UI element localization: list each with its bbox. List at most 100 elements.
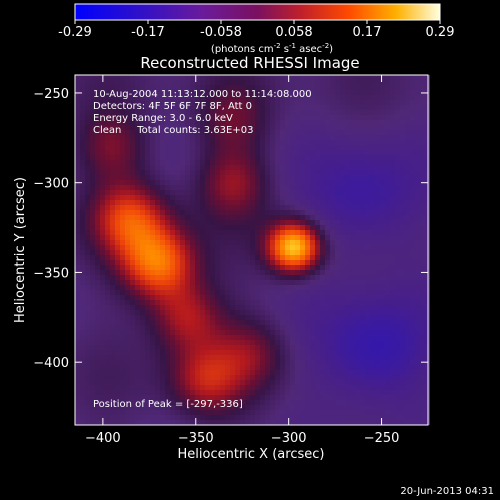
heatmap-cell bbox=[285, 405, 290, 410]
heatmap-cell bbox=[265, 280, 270, 285]
heatmap-cell bbox=[95, 195, 100, 200]
heatmap-cell bbox=[355, 275, 360, 280]
heatmap-cell bbox=[245, 270, 250, 275]
heatmap-cell bbox=[110, 260, 115, 265]
heatmap-cell bbox=[240, 90, 245, 95]
heatmap-cell bbox=[355, 420, 360, 425]
heatmap-cell bbox=[360, 155, 365, 160]
heatmap-cell bbox=[310, 190, 315, 195]
heatmap-cell bbox=[295, 300, 300, 305]
heatmap-cell bbox=[110, 270, 115, 275]
heatmap-cell bbox=[205, 310, 210, 315]
heatmap-cell bbox=[365, 150, 370, 155]
heatmap-cell bbox=[200, 185, 205, 190]
heatmap-cell bbox=[420, 170, 425, 175]
heatmap-cell bbox=[225, 280, 230, 285]
heatmap-cell bbox=[305, 260, 310, 265]
heatmap-cell bbox=[300, 400, 305, 405]
heatmap-cell bbox=[125, 145, 130, 150]
heatmap-cell bbox=[370, 80, 375, 85]
heatmap-cell bbox=[365, 175, 370, 180]
heatmap-cell bbox=[255, 390, 260, 395]
heatmap-cell bbox=[335, 395, 340, 400]
heatmap-cell bbox=[105, 175, 110, 180]
heatmap-cell bbox=[320, 250, 325, 255]
heatmap-cell bbox=[205, 270, 210, 275]
heatmap-cell bbox=[375, 150, 380, 155]
heatmap-cell bbox=[145, 95, 150, 100]
heatmap-cell bbox=[395, 90, 400, 95]
heatmap-cell bbox=[295, 325, 300, 330]
heatmap-cell bbox=[240, 355, 245, 360]
heatmap-cell bbox=[250, 145, 255, 150]
heatmap-cell bbox=[210, 355, 215, 360]
heatmap-cell bbox=[95, 115, 100, 120]
heatmap-cell bbox=[145, 235, 150, 240]
heatmap-cell bbox=[280, 85, 285, 90]
heatmap-cell bbox=[205, 415, 210, 420]
heatmap-cell bbox=[220, 375, 225, 380]
heatmap-cell bbox=[85, 115, 90, 120]
heatmap-cell bbox=[140, 370, 145, 375]
heatmap-cell bbox=[130, 270, 135, 275]
heatmap-cell bbox=[340, 90, 345, 95]
heatmap-cell bbox=[145, 145, 150, 150]
heatmap-cell bbox=[420, 165, 425, 170]
heatmap-cell bbox=[125, 80, 130, 85]
heatmap-cell bbox=[305, 255, 310, 260]
heatmap-cell bbox=[400, 195, 405, 200]
heatmap-cell bbox=[250, 150, 255, 155]
heatmap-cell bbox=[200, 165, 205, 170]
heatmap-cell bbox=[220, 220, 225, 225]
heatmap-cell bbox=[200, 135, 205, 140]
heatmap-cell bbox=[165, 110, 170, 115]
heatmap-cell bbox=[150, 130, 155, 135]
heatmap-cell bbox=[410, 350, 415, 355]
heatmap-cell bbox=[380, 365, 385, 370]
heatmap-cell bbox=[340, 125, 345, 130]
heatmap-cell bbox=[125, 250, 130, 255]
heatmap-cell bbox=[360, 240, 365, 245]
heatmap-cell bbox=[240, 110, 245, 115]
heatmap-cell bbox=[80, 210, 85, 215]
heatmap-cell bbox=[90, 230, 95, 235]
heatmap-cell bbox=[370, 105, 375, 110]
heatmap-cell bbox=[200, 220, 205, 225]
heatmap-cell bbox=[225, 95, 230, 100]
heatmap-cell bbox=[175, 130, 180, 135]
heatmap-cell bbox=[185, 420, 190, 425]
heatmap-cell bbox=[400, 320, 405, 325]
heatmap-cell bbox=[240, 285, 245, 290]
heatmap-cell bbox=[380, 160, 385, 165]
heatmap-cell bbox=[140, 260, 145, 265]
heatmap-cell bbox=[195, 245, 200, 250]
heatmap-cell bbox=[390, 295, 395, 300]
heatmap-cell bbox=[400, 350, 405, 355]
heatmap-cell bbox=[175, 310, 180, 315]
heatmap-cell bbox=[130, 400, 135, 405]
heatmap-cell bbox=[405, 245, 410, 250]
heatmap-cell bbox=[310, 150, 315, 155]
heatmap-cell bbox=[370, 140, 375, 145]
heatmap-cell bbox=[305, 155, 310, 160]
heatmap-cell bbox=[355, 145, 360, 150]
heatmap-cell bbox=[375, 215, 380, 220]
heatmap-cell bbox=[75, 260, 80, 265]
heatmap-cell bbox=[200, 370, 205, 375]
heatmap-cell bbox=[120, 410, 125, 415]
heatmap-cell bbox=[300, 85, 305, 90]
heatmap-cell bbox=[360, 320, 365, 325]
heatmap-cell bbox=[265, 160, 270, 165]
heatmap-cell bbox=[100, 115, 105, 120]
heatmap-cell bbox=[250, 310, 255, 315]
heatmap-cell bbox=[345, 190, 350, 195]
heatmap-cell bbox=[190, 395, 195, 400]
heatmap-cell bbox=[160, 375, 165, 380]
heatmap-cell bbox=[190, 195, 195, 200]
heatmap-cell bbox=[295, 95, 300, 100]
heatmap-cell bbox=[295, 330, 300, 335]
heatmap-cell bbox=[205, 335, 210, 340]
heatmap-cell bbox=[200, 160, 205, 165]
heatmap-cell bbox=[80, 400, 85, 405]
heatmap-cell bbox=[365, 390, 370, 395]
